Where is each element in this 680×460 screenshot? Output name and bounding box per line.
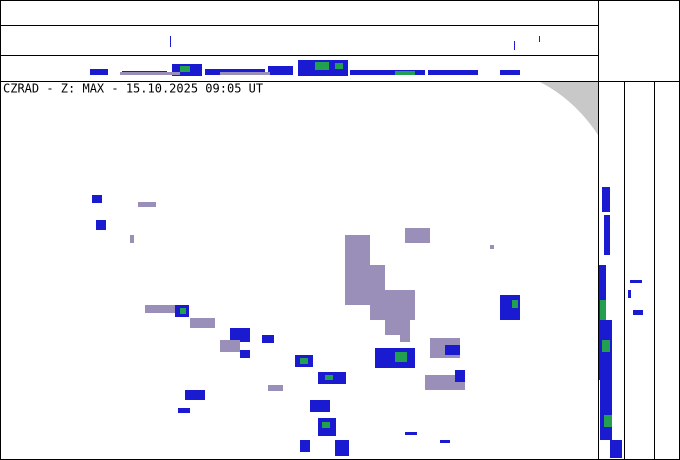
echo [500,70,520,75]
echo [178,408,190,413]
echo [445,345,460,355]
echo [322,422,330,428]
echo [395,352,407,362]
echo [180,66,190,72]
echo [602,187,610,212]
echo [335,440,349,456]
out-of-range-area [540,82,598,135]
echo [230,328,250,342]
echo [315,62,329,70]
echo-layer [90,60,643,458]
echo [405,228,430,243]
echo [400,330,410,342]
echo [120,72,180,75]
echo [300,440,310,452]
echo [300,358,308,364]
echo [130,235,134,243]
echo [512,300,518,308]
echo [325,375,333,380]
echo [92,195,102,203]
echo [405,432,417,435]
echo [262,335,274,343]
echo [145,305,175,313]
echo [240,350,250,358]
echo [350,70,425,75]
echo [598,265,606,325]
echo [630,280,642,283]
echo [440,440,450,443]
echo [490,245,494,249]
echo [395,71,415,75]
echo [633,310,643,315]
echo [604,215,610,255]
echo [628,290,631,298]
echo [428,70,478,75]
echo [96,220,106,230]
echo [220,72,270,75]
echo [455,370,465,382]
echo [180,308,186,314]
echo [345,235,370,265]
product-title: CZRAD - Z: MAX - 15.10.2025 09:05 UT [3,82,263,96]
echo [190,318,215,328]
echo [268,66,293,75]
echo [90,69,108,75]
echo [310,400,330,412]
echo [268,385,283,391]
echo [600,300,606,320]
echo [600,380,612,440]
echo [220,340,240,352]
echo [610,440,622,458]
echo [138,202,156,207]
echo [335,63,343,69]
echo [604,415,612,427]
echo [602,340,610,352]
echo [185,390,205,400]
